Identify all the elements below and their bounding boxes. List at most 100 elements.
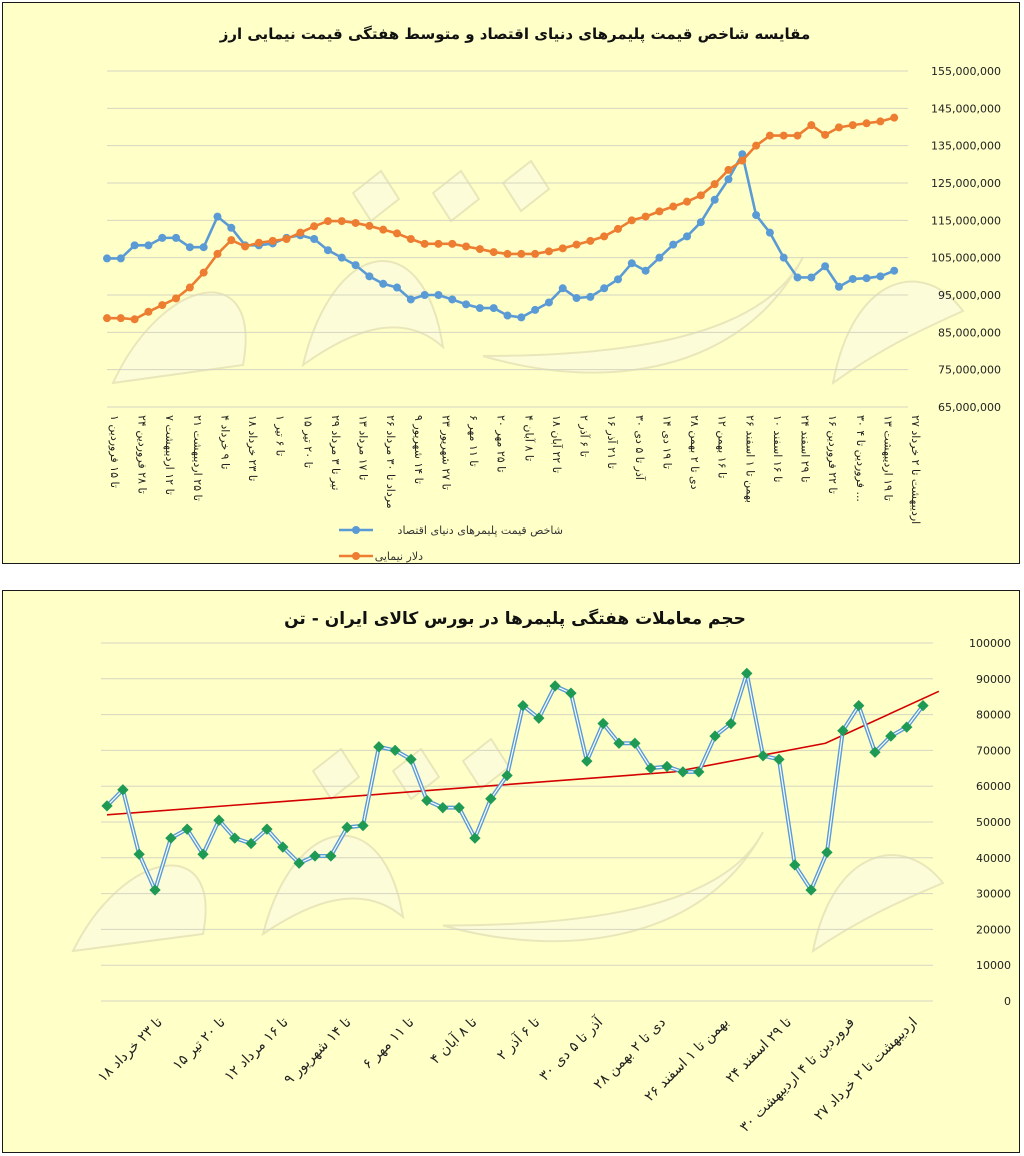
- data-point: [821, 262, 830, 271]
- data-point: [724, 175, 733, 184]
- data-point: [752, 211, 761, 220]
- data-point: [213, 249, 222, 258]
- data-point: [309, 850, 321, 862]
- data-point: [373, 741, 385, 753]
- data-point: [103, 314, 111, 323]
- data-point: [572, 293, 581, 302]
- watermark-diamond: [351, 169, 401, 223]
- x-tick-label: ۱۴ تا ۱۹ دی: [660, 415, 673, 469]
- watermark-shape: [71, 864, 207, 953]
- data-point: [341, 821, 353, 834]
- x-tick-label: ۱ تا ۱۵ فروردین: [108, 415, 121, 488]
- data-point: [503, 249, 512, 258]
- data-point: [710, 180, 719, 189]
- data-point: [103, 254, 111, 263]
- data-point: [310, 222, 319, 231]
- data-point: [437, 802, 449, 814]
- data-point: [655, 253, 664, 262]
- x-tick-label: ۴ تا ۸ آبان: [427, 1014, 481, 1068]
- series-line-highlight: [106, 672, 924, 891]
- data-point: [544, 247, 553, 256]
- data-point: [448, 239, 457, 248]
- trendline: [106, 690, 940, 816]
- data-point: [116, 254, 125, 263]
- data-point: [613, 224, 622, 233]
- data-point: [130, 315, 139, 324]
- data-point: [405, 753, 417, 766]
- data-point: [793, 273, 802, 282]
- data-point: [834, 123, 843, 132]
- data-point: [310, 235, 319, 243]
- watermark-diamond: [431, 169, 481, 223]
- data-point: [434, 239, 443, 248]
- x-tick-label: ۱۵ تا ۲۰ تیر: [170, 1014, 229, 1073]
- data-point: [185, 283, 194, 292]
- data-point: [144, 241, 153, 250]
- watermark-shape: [111, 291, 247, 385]
- data-point: [434, 291, 443, 299]
- data-point: [696, 218, 705, 227]
- data-point: [869, 746, 881, 758]
- data-point: [581, 755, 593, 767]
- x-tick-label: ۳۰ آذر تا ۵ دی: [536, 1013, 607, 1084]
- legend-label-index: شاخص قیمت پلیمرهای دنیای اقتصاد: [398, 524, 563, 537]
- series-trade-volume: [101, 667, 929, 896]
- y-tick-label: 100000: [969, 637, 1011, 650]
- data-point: [406, 235, 415, 243]
- data-point: [710, 195, 719, 204]
- data-point: [227, 236, 236, 245]
- data-point: [876, 272, 885, 281]
- data-point: [227, 223, 236, 232]
- x-tick-label: ۲۱ تا ۲۵ اردیبهشت: [191, 415, 204, 501]
- data-point: [241, 242, 250, 251]
- data-point: [393, 229, 402, 238]
- data-point: [661, 760, 673, 773]
- data-point: [683, 197, 692, 206]
- x-tick-label: ۲۴ تا ۲۹ اسفند: [799, 415, 812, 483]
- data-point: [572, 240, 581, 249]
- data-point: [365, 221, 374, 230]
- data-point: [669, 240, 678, 249]
- x-tick-label: ۴ تا ۹ خرداد: [218, 415, 231, 469]
- data-point: [365, 272, 374, 281]
- data-point: [213, 212, 222, 221]
- data-point: [199, 243, 208, 252]
- data-point: [789, 859, 801, 871]
- x-tick-label: ۱۲ تا ۱۶ مرداد: [222, 1014, 292, 1084]
- y-tick-label: 75,000,000: [938, 364, 1001, 377]
- data-point: [738, 150, 747, 159]
- data-point: [779, 253, 788, 262]
- data-point: [765, 228, 774, 237]
- data-point: [890, 266, 899, 275]
- data-point: [738, 156, 747, 165]
- watermark-shape: [301, 260, 445, 368]
- x-tick-label: ۹ تا ۱۴ شهریور: [412, 415, 425, 484]
- data-point: [172, 294, 181, 303]
- data-point: [641, 266, 650, 275]
- data-point: [773, 753, 785, 766]
- data-point: [185, 243, 194, 252]
- data-point: [389, 744, 401, 757]
- data-point: [197, 848, 209, 860]
- gridlines: [101, 642, 933, 1002]
- data-point: [293, 857, 305, 869]
- data-point: [807, 273, 816, 282]
- data-point: [117, 784, 129, 796]
- data-point: [277, 841, 289, 853]
- series-trendline: [106, 690, 940, 816]
- watermark-shape: [482, 256, 804, 374]
- series-layer: [103, 113, 899, 324]
- x-tick-label: ۱۶ تا ۲۱ آذر: [605, 415, 619, 469]
- data-point: [600, 232, 609, 241]
- y-axis-ticks: 155,000,000 145,000,000 135,000,000 125,000…: [931, 65, 1001, 414]
- data-point: [669, 202, 678, 211]
- data-point: [475, 304, 484, 313]
- x-tick-label: ۲۷ اردیبهشت تا ۲ خرداد: [811, 1015, 921, 1125]
- data-point: [351, 218, 360, 227]
- data-point: [821, 130, 830, 139]
- x-tick-label: ۷ تا ۱۲ اردیبهشت: [163, 415, 176, 495]
- legend-marker-index: [352, 526, 360, 534]
- data-point: [453, 802, 465, 814]
- data-point: [848, 121, 857, 130]
- data-point: [655, 207, 664, 216]
